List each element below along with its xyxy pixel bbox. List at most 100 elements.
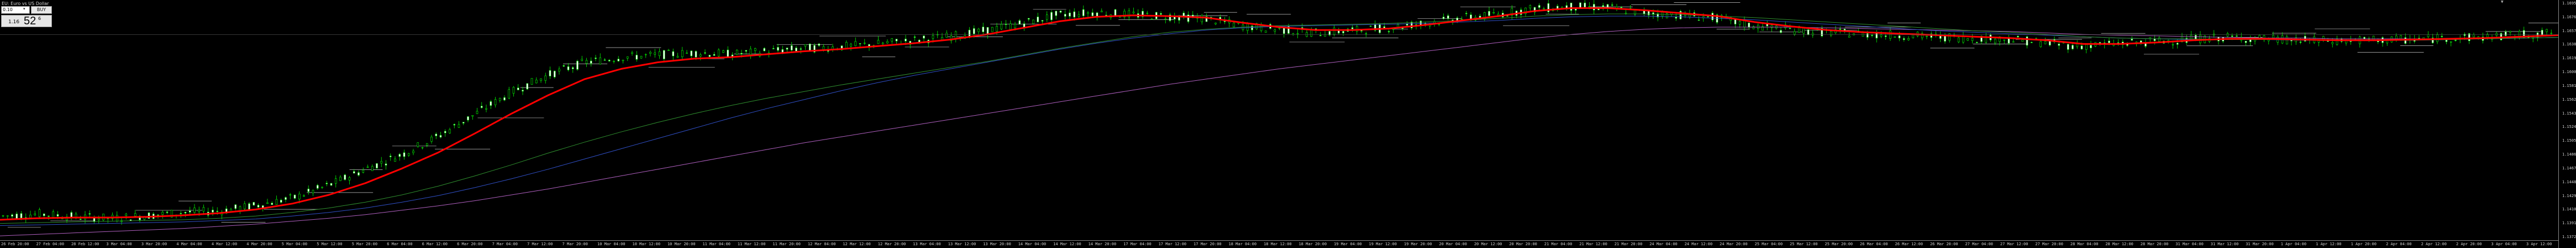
bull-candle bbox=[239, 206, 241, 211]
bull-candle bbox=[950, 35, 953, 41]
bear-candle bbox=[895, 39, 898, 42]
bear-candle bbox=[567, 66, 570, 70]
bull-candle bbox=[558, 69, 560, 71]
bull-candle bbox=[1999, 37, 2001, 42]
bull-candle bbox=[2400, 35, 2402, 39]
price-tick-label: 1.15620 bbox=[2562, 97, 2576, 102]
bull-candle bbox=[425, 143, 428, 146]
bear-candle bbox=[1789, 28, 1791, 29]
bear-candle bbox=[1442, 17, 1445, 19]
time-tick-label: 17 Mar 12:00 bbox=[1158, 242, 1187, 246]
time-tick-label: 18 Mar 04:00 bbox=[1228, 242, 1257, 246]
bull-candle bbox=[1333, 28, 1336, 35]
bull-candle bbox=[2158, 38, 2160, 42]
bear-candle bbox=[595, 58, 597, 59]
time-tick-label: 11 Mar 12:00 bbox=[737, 242, 766, 246]
bull-candle bbox=[1032, 19, 1034, 24]
bear-candle bbox=[1902, 38, 1905, 40]
price-axis[interactable]: 1.16950 1.16760 1.16570 1.16380 1.16190 1.160… bbox=[2558, 0, 2576, 248]
bear-candle bbox=[1592, 4, 1595, 11]
bull-candle bbox=[1848, 35, 1850, 38]
time-tick-label: 12 Mar 20:00 bbox=[877, 242, 906, 246]
time-tick-label: 17 Mar 04:00 bbox=[1123, 242, 1152, 246]
bull-candle bbox=[2190, 35, 2193, 40]
bear-candle bbox=[918, 40, 921, 43]
time-tick-label: 4 Mar 20:00 bbox=[246, 242, 272, 246]
bear-candle bbox=[248, 203, 250, 210]
bear-candle bbox=[444, 131, 446, 133]
chart-canvas[interactable] bbox=[0, 0, 2558, 240]
bull-candle bbox=[161, 211, 164, 215]
bull-candle bbox=[2, 215, 4, 216]
bull-candle bbox=[1100, 11, 1103, 12]
price-chart[interactable] bbox=[0, 0, 2558, 240]
bull-candle bbox=[1511, 8, 1513, 16]
bear-candle bbox=[1069, 12, 1071, 17]
bear-candle bbox=[1091, 12, 1094, 16]
bear-candle bbox=[2468, 33, 2470, 42]
bull-candle bbox=[1123, 11, 1126, 17]
price-tick-label: 1.15810 bbox=[2562, 83, 2576, 88]
lot-size-input[interactable]: 0.10 bbox=[1, 6, 30, 14]
bull-candle bbox=[2550, 33, 2553, 34]
buy-quote-button[interactable]: 1.16 52 6 bbox=[1, 15, 52, 27]
lot-dropdown-arrow-icon[interactable]: ▾ bbox=[23, 7, 25, 11]
bear-candle bbox=[840, 45, 843, 50]
time-tick-label: 13 Mar 04:00 bbox=[913, 242, 941, 246]
time-tick-label: 12 Mar 12:00 bbox=[843, 242, 871, 246]
bull-candle bbox=[394, 158, 396, 162]
bull-candle bbox=[1355, 25, 1358, 32]
time-tick-label: 25 Mar 04:00 bbox=[1754, 242, 1783, 246]
chart-title: EU: Euro vs US Dollar bbox=[2, 1, 49, 6]
time-tick-label: 21 Mar 20:00 bbox=[1614, 242, 1643, 246]
time-axis[interactable]: 26 Feb 20:00 27 Feb 04:00 28 Feb 12:00 3 Ma… bbox=[0, 240, 2558, 248]
bear-candle bbox=[1866, 33, 1869, 38]
bull-candle bbox=[932, 35, 934, 39]
bear-candle bbox=[1975, 42, 1978, 43]
bear-candle bbox=[740, 53, 743, 55]
time-tick-label: 19 Mar 20:00 bbox=[1403, 242, 1432, 246]
bull-candle bbox=[850, 44, 852, 46]
bear-candle bbox=[808, 44, 811, 51]
bull-candle bbox=[421, 147, 424, 148]
bull-candle bbox=[654, 53, 656, 55]
bear-candle bbox=[1584, 2, 1586, 8]
bear-candle bbox=[576, 61, 579, 70]
bull-candle bbox=[581, 59, 583, 61]
bull-candle bbox=[881, 43, 884, 44]
bear-candle bbox=[148, 213, 150, 219]
bear-candle bbox=[293, 194, 296, 199]
chart-shift-marker-icon[interactable]: ▼ bbox=[2501, 0, 2504, 4]
time-tick-label: 28 Feb 12:00 bbox=[71, 242, 99, 246]
one-click-trading-panel: 0.10 ▾ BUY 1.16 52 6 bbox=[1, 6, 52, 27]
bull-candle bbox=[2322, 36, 2325, 40]
bear-candle bbox=[549, 70, 551, 76]
time-tick-label: 6 Mar 20:00 bbox=[457, 242, 483, 246]
time-tick-label: 26 Mar 04:00 bbox=[1860, 242, 1888, 246]
bull-candle bbox=[717, 49, 720, 56]
bull-candle bbox=[498, 97, 501, 101]
bear-candle bbox=[1410, 22, 1413, 28]
bull-candle bbox=[544, 75, 547, 81]
bear-candle bbox=[1383, 26, 1386, 28]
buy-button[interactable]: BUY bbox=[31, 6, 52, 14]
bull-candle bbox=[1793, 31, 1796, 35]
bull-candle bbox=[2085, 44, 2088, 50]
quote-fraction: 6 bbox=[38, 16, 41, 21]
bear-candle bbox=[188, 210, 191, 213]
bear-candle bbox=[2108, 40, 2110, 43]
bear-candle bbox=[1538, 5, 1541, 8]
time-tick-label: 20 Mar 12:00 bbox=[1474, 242, 1502, 246]
bear-candle bbox=[745, 50, 748, 51]
bull-candle bbox=[407, 153, 410, 156]
bull-candle bbox=[1492, 12, 1495, 13]
bear-candle bbox=[923, 35, 925, 39]
time-tick-label: 1 Apr 04:00 bbox=[2280, 242, 2307, 246]
bear-candle bbox=[1734, 19, 1737, 24]
bear-candle bbox=[271, 203, 274, 205]
bear-candle bbox=[184, 211, 187, 214]
time-tick-label: 2 Apr 04:00 bbox=[2386, 242, 2412, 246]
bear-candle bbox=[763, 48, 766, 51]
bear-candle bbox=[859, 43, 861, 44]
bull-candle bbox=[1201, 15, 1203, 22]
